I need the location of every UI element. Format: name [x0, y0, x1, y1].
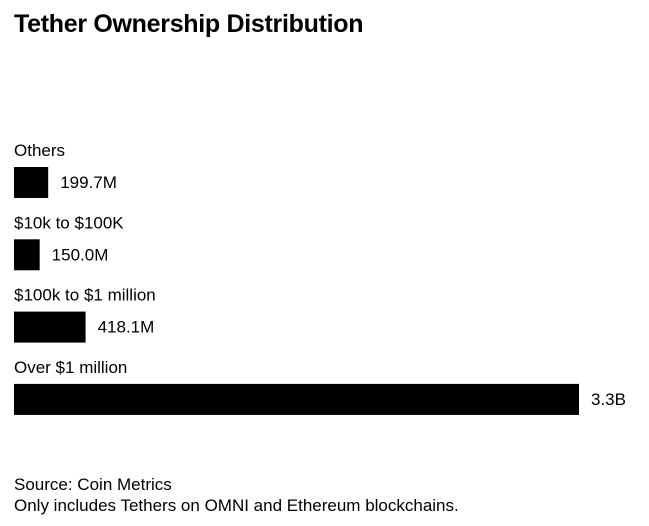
category-label: Others — [14, 141, 65, 160]
category-label: $10k to $100K — [14, 213, 124, 232]
source-text: Source: Coin Metrics — [14, 475, 172, 494]
bar — [14, 383, 579, 415]
bar-chart: Others 199.7M $10k to $100K 150.0M $100k to … — [14, 141, 626, 415]
value-label: 150.0M — [52, 245, 109, 264]
value-label: 3.3B — [591, 390, 626, 409]
value-label: 418.1M — [98, 318, 155, 337]
category-label: Over $1 million — [14, 358, 127, 377]
category-label: $100k to $1 million — [14, 286, 156, 305]
value-label: 199.7M — [60, 173, 117, 192]
chart-title: Tether Ownership Distribution — [14, 10, 364, 38]
bar — [14, 167, 49, 198]
footnote-text: Only includes Tethers on OMNI and Ethere… — [14, 496, 459, 515]
bar — [14, 239, 40, 271]
bar — [14, 311, 86, 343]
